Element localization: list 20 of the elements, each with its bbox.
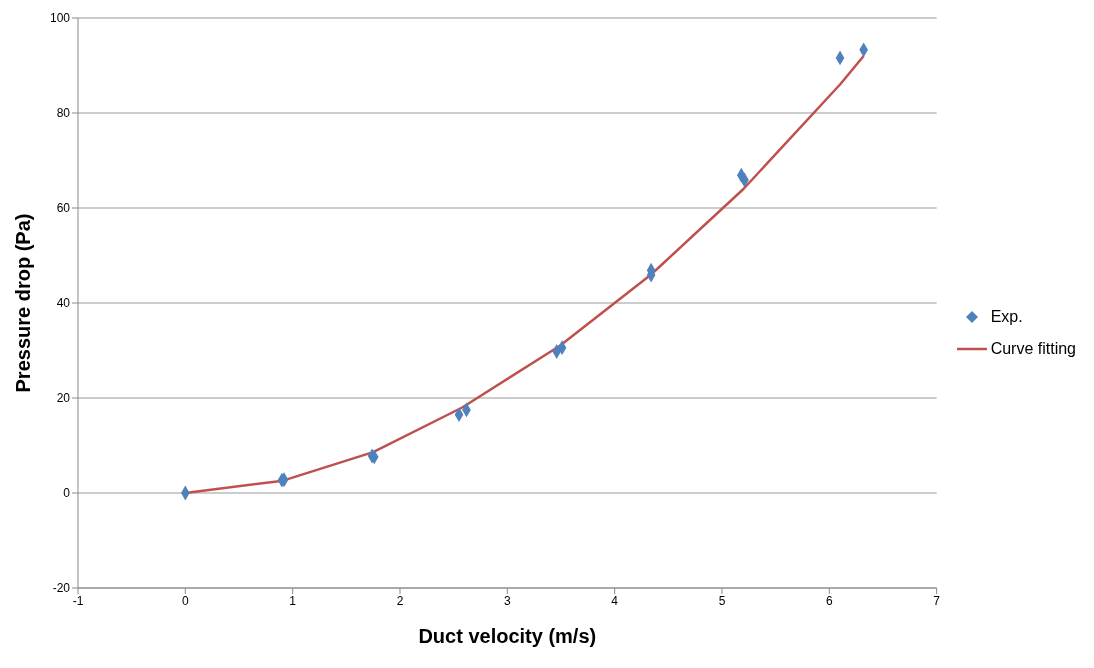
x-tick-label: 4 <box>611 593 619 608</box>
x-tick-label: 2 <box>396 593 404 608</box>
legend-label: Exp. <box>990 308 1023 326</box>
y-tick-label: 0 <box>63 486 71 501</box>
x-tick-label: 7 <box>933 593 941 608</box>
x-axis-title: Duct velocity (m/s) <box>418 625 597 647</box>
y-tick-label: -20 <box>52 581 71 596</box>
y-axis-title: Pressure drop (Pa) <box>12 213 35 393</box>
x-tick-label: -1 <box>72 593 84 608</box>
x-tick-label: 1 <box>289 593 297 608</box>
y-tick-label: 60 <box>56 201 71 216</box>
x-tick-label: 6 <box>825 593 833 608</box>
y-tick-label: 80 <box>56 106 71 121</box>
x-tick-label: 3 <box>503 593 511 608</box>
legend-label: Curve fitting <box>990 340 1076 358</box>
x-tick-label: 0 <box>181 593 189 608</box>
y-tick-label: 20 <box>56 391 71 406</box>
y-tick-label: 100 <box>49 11 71 26</box>
y-tick-label: 40 <box>56 296 71 311</box>
x-tick-label: 5 <box>718 593 726 608</box>
